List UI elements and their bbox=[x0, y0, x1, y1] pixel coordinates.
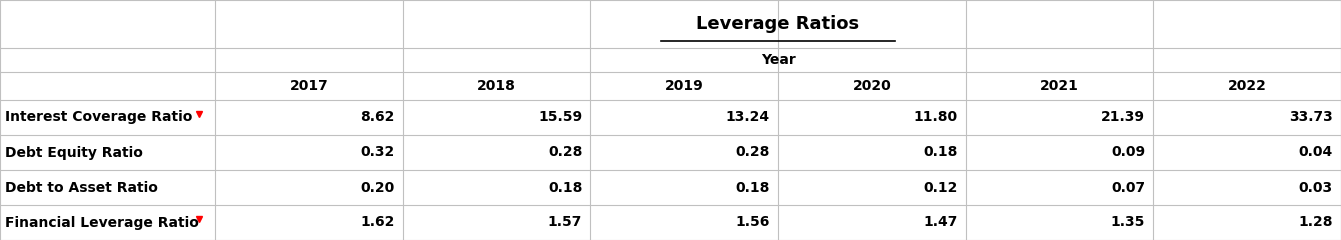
Text: 0.12: 0.12 bbox=[923, 180, 957, 194]
Text: Debt to Asset Ratio: Debt to Asset Ratio bbox=[5, 180, 158, 194]
Text: 2022: 2022 bbox=[1228, 79, 1267, 93]
Text: 0.07: 0.07 bbox=[1112, 180, 1145, 194]
Text: 11.80: 11.80 bbox=[913, 110, 957, 125]
Text: 0.32: 0.32 bbox=[361, 145, 394, 160]
Text: Debt Equity Ratio: Debt Equity Ratio bbox=[5, 145, 143, 160]
Text: 2020: 2020 bbox=[853, 79, 892, 93]
Text: 0.18: 0.18 bbox=[736, 180, 770, 194]
Text: 1.47: 1.47 bbox=[923, 216, 957, 229]
Text: 0.20: 0.20 bbox=[361, 180, 394, 194]
Text: 8.62: 8.62 bbox=[361, 110, 394, 125]
Text: 1.56: 1.56 bbox=[736, 216, 770, 229]
Text: 15.59: 15.59 bbox=[538, 110, 582, 125]
Text: 0.28: 0.28 bbox=[736, 145, 770, 160]
Text: 1.57: 1.57 bbox=[548, 216, 582, 229]
Text: 0.04: 0.04 bbox=[1298, 145, 1333, 160]
Text: 33.73: 33.73 bbox=[1289, 110, 1333, 125]
Text: 0.18: 0.18 bbox=[548, 180, 582, 194]
Text: Leverage Ratios: Leverage Ratios bbox=[696, 15, 860, 33]
Text: Interest Coverage Ratio: Interest Coverage Ratio bbox=[5, 110, 193, 125]
Text: 2017: 2017 bbox=[290, 79, 329, 93]
Text: 1.35: 1.35 bbox=[1110, 216, 1145, 229]
Text: 13.24: 13.24 bbox=[725, 110, 770, 125]
Text: 2021: 2021 bbox=[1041, 79, 1080, 93]
Text: Financial Leverage Ratio: Financial Leverage Ratio bbox=[5, 216, 200, 229]
Text: 0.09: 0.09 bbox=[1112, 145, 1145, 160]
Text: 1.62: 1.62 bbox=[361, 216, 394, 229]
Text: 21.39: 21.39 bbox=[1101, 110, 1145, 125]
Text: 0.18: 0.18 bbox=[923, 145, 957, 160]
Text: 0.28: 0.28 bbox=[548, 145, 582, 160]
Text: 0.03: 0.03 bbox=[1299, 180, 1333, 194]
Text: 2019: 2019 bbox=[665, 79, 704, 93]
Text: 2018: 2018 bbox=[477, 79, 516, 93]
Text: Year: Year bbox=[760, 53, 795, 67]
Text: 1.28: 1.28 bbox=[1298, 216, 1333, 229]
